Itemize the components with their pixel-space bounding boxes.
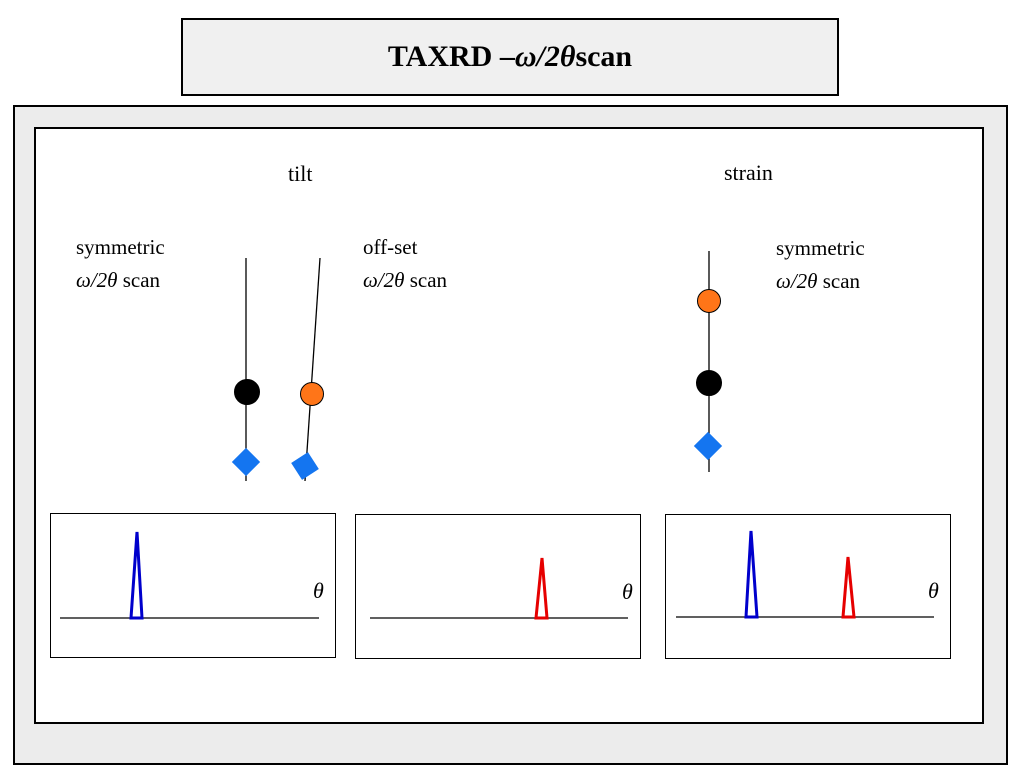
scan-label-line2: ω/2θ scan — [776, 268, 861, 293]
title-prefix: TAXRD – — [387, 40, 515, 73]
diamond-marker — [231, 447, 261, 477]
layer-peak — [841, 556, 856, 619]
scan-label-line1: symmetric — [76, 235, 165, 259]
scan-label-line1: symmetric — [776, 236, 865, 260]
layer-atom — [300, 382, 324, 406]
scan-label-symmetric-strain: symmetric ω/2θ scan — [776, 232, 865, 297]
layer-peak — [534, 557, 549, 620]
diamond-marker — [291, 452, 319, 480]
theta-label-3: θ — [928, 578, 939, 603]
theta-label-2: θ — [622, 579, 633, 604]
scan-label-line2: ω/2θ scan — [76, 267, 161, 292]
plot-offset — [355, 514, 641, 659]
scan-label-symmetric-tilt: symmetric ω/2θ scan — [76, 231, 165, 296]
layer-atom — [697, 289, 721, 313]
plot-symmetric-strain — [665, 514, 951, 659]
slide-title: TAXRD – ω/2θ scan — [181, 18, 839, 96]
heading-strain: strain — [724, 160, 773, 185]
scan-label-line1: off-set — [363, 235, 418, 259]
substrate-atom — [696, 370, 722, 396]
substrate-peak — [129, 531, 144, 620]
lattice-line-tilted — [304, 257, 321, 482]
heading-tilt: tilt — [288, 161, 313, 186]
substrate-atom — [234, 379, 260, 405]
plot-symmetric-tilt — [50, 513, 336, 658]
theta-label-1: θ — [313, 578, 324, 603]
title-suffix: scan — [575, 40, 633, 73]
title-math: ω/2θ — [514, 40, 576, 73]
substrate-peak — [744, 530, 759, 619]
diamond-marker — [693, 431, 723, 461]
scan-label-line2: ω/2θ scan — [363, 267, 448, 292]
scan-label-offset: off-set ω/2θ scan — [363, 231, 447, 296]
